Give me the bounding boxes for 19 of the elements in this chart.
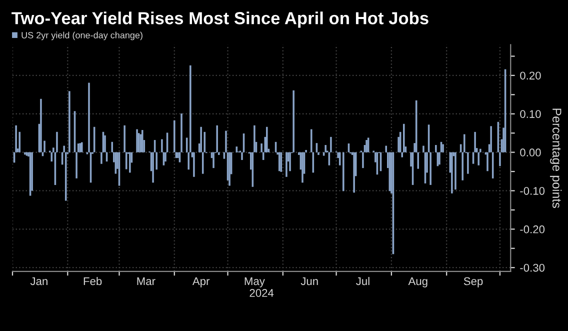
x-tick-label: Feb xyxy=(84,276,102,286)
x-tick-label: May xyxy=(244,277,265,288)
x-tick-label: Jul xyxy=(356,276,370,286)
legend-label: US 2yr yield (one-day change) xyxy=(22,32,142,40)
y-tick-label: -0.10 xyxy=(520,186,545,195)
x-tick-label: Sep xyxy=(464,277,483,288)
x-tick-label: Jun xyxy=(300,277,318,286)
chart-title: Two-Year Yield Rises Most Since April on Hot Jobs xyxy=(12,12,428,28)
y-tick-label: 0.20 xyxy=(520,72,541,80)
x-tick-label: Jan xyxy=(30,277,48,286)
x-tick-label: Aug xyxy=(408,277,428,288)
x-tick-label: Apr xyxy=(192,277,210,288)
y-tick-label: 0.10 xyxy=(520,110,541,118)
x-axis-title: 2024 xyxy=(250,289,274,297)
y-tick-label: -0.20 xyxy=(520,225,545,234)
y-axis-title: Percentage points xyxy=(550,108,562,208)
x-tick-label: Mar xyxy=(137,277,156,286)
y-tick-label: -0.30 xyxy=(520,264,545,272)
y-tick-label: 0.00 xyxy=(520,148,541,156)
